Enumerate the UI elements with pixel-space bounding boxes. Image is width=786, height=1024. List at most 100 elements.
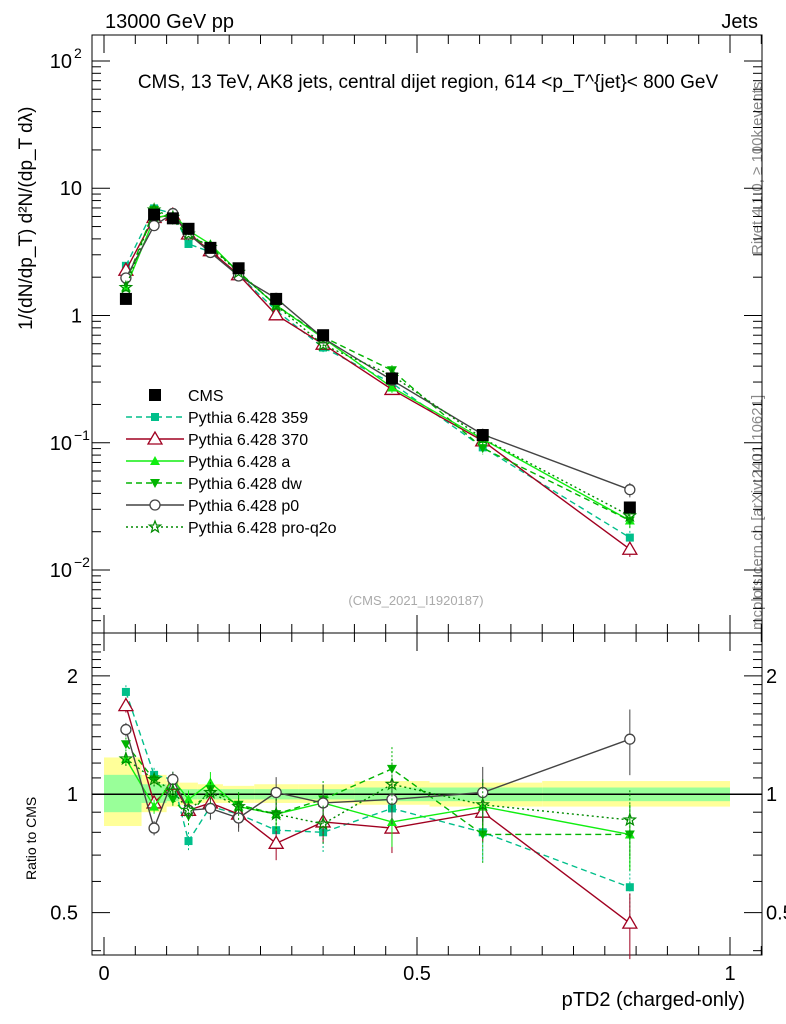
legend-marker (150, 479, 160, 488)
cms-data-point (317, 329, 330, 342)
legend-marker (149, 499, 161, 511)
ratio-tick-label: 1 (67, 784, 78, 806)
x-tick-label: 1 (724, 963, 735, 985)
ratio-marker (268, 806, 284, 821)
main-marker (386, 382, 397, 392)
ratio-marker (231, 798, 246, 813)
y-tick-label: 10 (50, 433, 72, 455)
cms-data-point (148, 208, 161, 221)
legend-label: Pythia 6.428 dw (188, 476, 302, 493)
ratio-marker (268, 835, 285, 849)
legend-label: Pythia 6.428 p0 (188, 498, 299, 515)
legend-label: CMS (188, 388, 224, 405)
x-axis-label: pTD2 (charged-only) (562, 989, 745, 1011)
ratio-tick-label-right: 2 (766, 666, 777, 688)
legend-marker (151, 413, 159, 421)
main-marker (268, 306, 285, 321)
legend-label: Pythia 6.428 pro-q2o (188, 520, 337, 537)
main-marker (621, 540, 638, 555)
ratio-series-line (125, 705, 631, 924)
ratio-marker (203, 784, 218, 799)
ratio-marker (384, 776, 400, 791)
cms-data-point (119, 292, 132, 305)
cms-data-point (182, 222, 195, 235)
ratio-marker (121, 687, 130, 696)
legend-marker (150, 456, 160, 465)
ratio-marker (625, 883, 634, 892)
ratio-marker (477, 830, 488, 840)
main-marker (118, 279, 134, 294)
main-marker (625, 533, 634, 542)
main-marker (315, 337, 331, 352)
main-marker (184, 239, 193, 248)
series-370 (117, 206, 638, 960)
y-tick-label: 1 (71, 306, 82, 328)
ratio-marker (386, 764, 397, 774)
legend-marker (147, 519, 163, 534)
ratio-marker (205, 785, 216, 795)
legend-marker-cms (149, 389, 161, 401)
ratio-marker (167, 773, 179, 786)
cms-data-point (270, 292, 283, 305)
rivet-label: Rivet 4.1.0, ≥ 100k events (749, 82, 766, 255)
y-tick-label: 10 (50, 560, 72, 582)
ratio-marker (181, 802, 196, 817)
legend-label: Pythia 6.428 a (188, 454, 290, 471)
series-359 (121, 204, 634, 924)
cms-data-point (476, 429, 489, 442)
main-marker (624, 484, 636, 496)
ratio-y-label: Ratio to CMS (23, 797, 39, 880)
ratio-tick-label-right: 0.5 (766, 903, 786, 925)
ratio-marker (146, 771, 162, 786)
ratio-marker (167, 795, 178, 805)
y-tick-exponent: −1 (74, 427, 90, 443)
ratio-marker (317, 797, 329, 809)
y-axis-label: 1/(dN/dp_T) d²N/(dp_T dλ) (16, 106, 37, 330)
x-tick-label: 0.5 (403, 963, 431, 985)
x-tick-label: 0 (98, 963, 109, 985)
ratio-marker (621, 914, 638, 929)
y-tick-label: 10 (60, 178, 82, 200)
main-marker (148, 219, 160, 232)
main-marker (622, 508, 638, 523)
main-frame (91, 34, 763, 634)
main-marker (477, 444, 488, 454)
ratio-tick-label: 0.5 (50, 903, 78, 925)
y-tick-label: 10 (50, 51, 72, 73)
ratio-marker (120, 740, 131, 750)
ratio-marker (622, 812, 638, 827)
chart-title: CMS, 13 TeV, AK8 jets, central dijet reg… (138, 72, 719, 93)
main-series-line (125, 208, 631, 522)
ratio-marker (148, 822, 160, 834)
cms-data-point (166, 212, 179, 225)
ratio-marker (183, 794, 194, 804)
energy-label: 13000 GeV pp (105, 11, 234, 33)
main-series-line (125, 208, 631, 517)
ratio-marker (204, 802, 217, 815)
ratio-marker (475, 797, 491, 811)
y-tick-exponent: −2 (74, 554, 90, 570)
category-label: Jets (721, 11, 758, 33)
cms-data-point (623, 501, 636, 514)
cms-data-point (232, 262, 245, 275)
ratio-marker (315, 816, 331, 831)
legend-marker (146, 430, 164, 445)
ratio-marker (270, 786, 282, 799)
main-series-line (125, 212, 631, 522)
ratio-tick-label: 2 (67, 666, 78, 688)
series-dw (120, 205, 635, 871)
analysis-label: (CMS_2021_I1920187) (348, 593, 483, 608)
cms-data-point (385, 372, 398, 385)
cms-data-point (204, 241, 217, 254)
ratio-marker (149, 801, 160, 811)
ratio-marker (117, 697, 135, 712)
legend-label: Pythia 6.428 370 (188, 432, 308, 449)
y-tick-exponent: 2 (74, 45, 82, 61)
ratio-marker (624, 733, 636, 745)
ratio-marker (165, 783, 181, 798)
ratio-tick-label-right: 1 (766, 784, 777, 806)
legend-label: Pythia 6.428 359 (188, 410, 308, 427)
ratio-marker (120, 723, 132, 736)
ratio-marker (118, 751, 134, 766)
